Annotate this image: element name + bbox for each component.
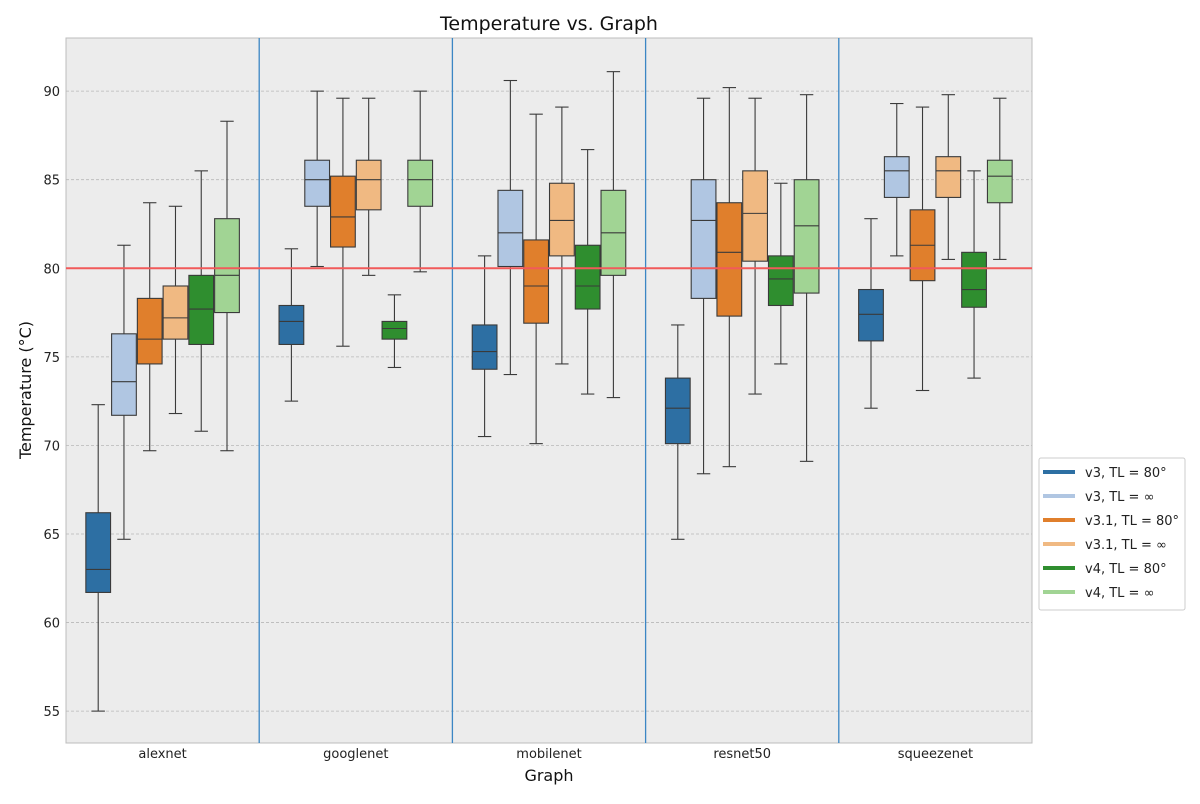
box-iqr (381, 320, 408, 340)
box-resnet50-series-4 (767, 182, 794, 365)
box-resnet50-series-2 (716, 87, 743, 468)
x-tick-label-mobilenet: mobilenet (516, 747, 581, 762)
box-googlenet-series-0 (278, 248, 305, 402)
box-iqr (574, 244, 601, 310)
box-resnet50-series-0 (664, 324, 691, 540)
legend-label: v3, TL = ∞ (1085, 490, 1154, 505)
box-alexnet-series-1 (111, 244, 137, 540)
box-iqr (304, 159, 331, 207)
box-googlenet-series-5 (407, 90, 434, 273)
x-tick-label-resnet50: resnet50 (713, 747, 771, 762)
plot-background (65, 37, 1033, 744)
box-mobilenet-series-2 (523, 113, 550, 445)
box-iqr (330, 175, 356, 248)
x-axis-label: Graph (524, 766, 573, 785)
box-resnet50-series-3 (742, 97, 768, 395)
box-squeezenet-series-1 (883, 102, 910, 257)
box-iqr (742, 170, 768, 262)
box-squeezenet-series-4 (961, 170, 987, 379)
box-iqr (961, 251, 987, 308)
box-iqr (986, 159, 1013, 204)
legend-label: v3.1, TL = ∞ (1085, 538, 1167, 553)
box-mobilenet-series-5 (600, 71, 627, 399)
box-iqr (471, 324, 498, 370)
y-tick-label: 70 (43, 439, 60, 454)
chart-title: Temperature vs. Graph (439, 13, 658, 35)
box-mobilenet-series-0 (471, 255, 498, 438)
box-iqr (767, 255, 794, 307)
box-iqr (793, 179, 820, 294)
box-iqr (136, 297, 163, 365)
x-tick-label-squeezenet: squeezenet (898, 747, 973, 762)
box-iqr (935, 156, 962, 198)
y-tick-label: 85 (43, 174, 60, 189)
legend-frame (1038, 457, 1186, 611)
y-tick-label: 75 (43, 351, 60, 366)
box-iqr (690, 179, 717, 299)
box-squeezenet-series-0 (858, 218, 884, 409)
box-alexnet-series-3 (162, 205, 189, 415)
plot-area: 55 60 65 70 75 80 85 90 alexnet googlenet mobilene… (43, 37, 1033, 762)
y-tick-label: 65 (43, 528, 60, 543)
box-mobilenet-series-4 (574, 149, 601, 395)
box-googlenet-series-4 (381, 294, 408, 369)
box-iqr (355, 159, 382, 211)
box-iqr (523, 239, 550, 324)
box-mobilenet-series-1 (497, 79, 524, 376)
box-resnet50-series-1 (690, 97, 717, 475)
box-alexnet-series-4 (188, 170, 215, 432)
box-squeezenet-series-3 (935, 94, 962, 260)
box-alexnet-series-5 (214, 120, 240, 452)
box-iqr (188, 274, 215, 345)
x-tick-label-googlenet: googlenet (323, 747, 388, 762)
box-alexnet-series-2 (136, 202, 163, 452)
box-iqr (548, 182, 575, 257)
legend-label: v4, TL = ∞ (1085, 586, 1154, 601)
box-alexnet-series-0 (85, 404, 112, 712)
y-axis-label: Temperature (°C) (16, 321, 35, 460)
box-mobilenet-series-3 (548, 106, 575, 365)
box-googlenet-series-2 (330, 97, 356, 347)
box-iqr (214, 218, 240, 314)
box-iqr (85, 512, 112, 593)
box-iqr (497, 189, 524, 268)
box-squeezenet-series-5 (986, 97, 1013, 260)
x-tick-label-alexnet: alexnet (138, 747, 186, 762)
legend: v3, TL = 80° v3, TL = ∞ v3.1, TL = 80° v3.1… (1038, 457, 1186, 611)
legend-label: v3, TL = 80° (1085, 466, 1167, 481)
box-resnet50-series-5 (793, 94, 820, 462)
box-iqr (278, 304, 305, 345)
box-iqr (858, 288, 884, 342)
y-tick-label: 55 (43, 705, 60, 720)
y-tick-label: 80 (43, 262, 60, 277)
y-tick-label: 60 (43, 617, 60, 632)
legend-box: v3, TL = 80° v3, TL = ∞ v3.1, TL = 80° v3.1… (1038, 457, 1186, 611)
box-iqr (716, 202, 743, 317)
legend-label: v4, TL = 80° (1085, 562, 1167, 577)
box-iqr (162, 285, 189, 340)
box-iqr (407, 159, 434, 207)
box-googlenet-series-1 (304, 90, 331, 268)
box-iqr (883, 156, 910, 198)
box-iqr (111, 333, 137, 416)
legend-label: v3.1, TL = 80° (1085, 514, 1179, 529)
box-iqr (664, 377, 691, 445)
y-tick-label: 90 (43, 85, 60, 100)
box-googlenet-series-3 (355, 97, 382, 276)
